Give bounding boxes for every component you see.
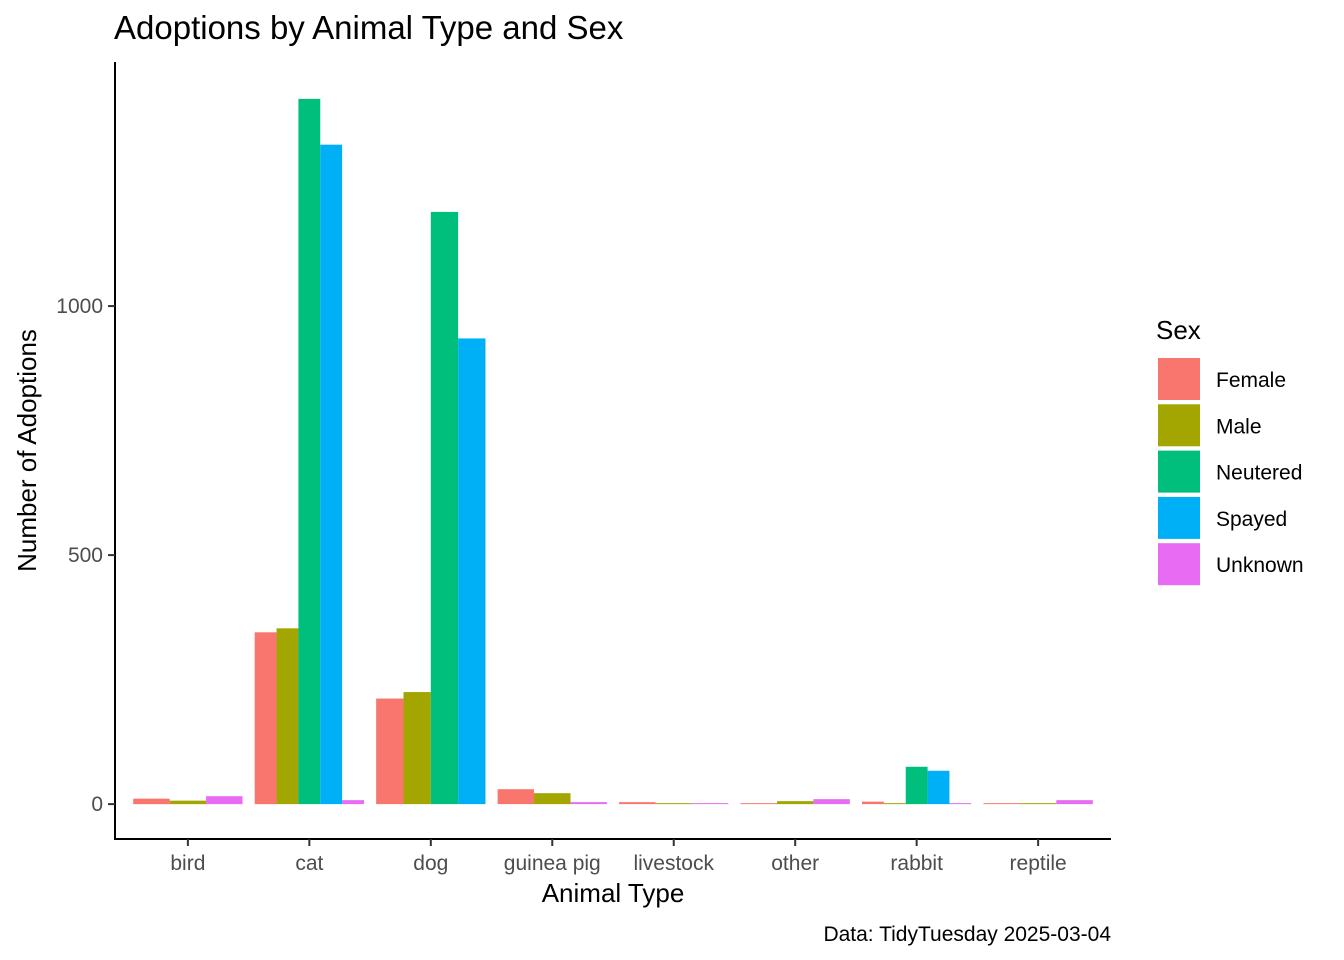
y-tick-label: 0 [91,793,103,816]
x-tick-label: guinea pig [504,852,601,875]
bar-dog-spayed [458,338,486,805]
legend-title: Sex [1156,315,1201,345]
legend-label-neutered: Neutered [1216,462,1302,485]
x-tick-label: bird [170,852,205,875]
bar-dog-male [403,692,431,805]
y-axis-ticks: 0 500 1000 [56,295,115,816]
x-axis-title: Animal Type [542,878,685,908]
legend-label-spayed: Spayed [1216,508,1287,531]
y-tick-label: 500 [68,544,103,567]
bar-livestock-female [619,802,656,805]
bar-dog-female [376,698,404,805]
bar-guinea-pig-female [497,789,535,805]
x-tick-label: rabbit [890,852,943,875]
x-axis-ticks: bird cat dog guinea pig livestock other rabbit… [170,839,1067,875]
legend-label-female: Female [1216,369,1286,392]
bar-other-female [740,803,777,805]
bar-rabbit-male [883,803,906,805]
legend-key-spayed [1158,496,1200,539]
x-tick-label: dog [413,852,448,875]
bar-other-male [776,801,814,805]
bar-livestock-male [655,803,692,805]
y-axis-title: Number of Adoptions [12,329,42,572]
legend-label-male: Male [1216,415,1262,438]
bar-reptile-female [983,803,1020,805]
bar-dog-neutered [430,211,459,805]
bar-rabbit-spayed [927,770,950,805]
x-tick-label: livestock [633,852,714,875]
bars-group [133,98,1093,805]
chart-caption: Data: TidyTuesday 2025-03-04 [823,923,1111,946]
x-tick-label: reptile [1010,852,1067,875]
legend-key-female [1158,358,1200,400]
legend-items: Female Male Neutered Spayed Unknown [1158,358,1304,586]
bar-bird-female [133,798,170,805]
legend-label-unknown: Unknown [1216,554,1304,577]
bar-cat-female [254,632,277,805]
bar-reptile-unknown [1056,800,1093,805]
legend-key-neutered [1158,450,1200,493]
bar-rabbit-unknown [949,803,972,805]
bar-cat-male [276,628,299,805]
bar-other-unknown [813,799,850,805]
x-tick-label: other [771,852,819,875]
y-tick-label: 1000 [56,295,103,318]
bar-cat-spayed [320,144,343,805]
legend-key-male [1158,404,1200,447]
bar-rabbit-female [862,801,884,805]
bar-bird-male [169,800,207,805]
chart-title: Adoptions by Animal Type and Sex [114,9,624,46]
bar-rabbit-neutered [905,766,928,805]
bar-reptile-male [1019,803,1057,805]
bar-guinea-pig-male [534,793,571,805]
bar-cat-unknown [342,800,364,805]
bar-livestock-unknown [691,803,729,805]
x-tick-label: cat [295,852,323,875]
bar-guinea-pig-unknown [570,802,607,805]
bar-cat-neutered [298,98,321,805]
legend: Sex Female Male Neutered Spayed Unknown [1156,315,1304,586]
bar-bird-unknown [206,796,243,805]
legend-key-unknown [1158,543,1200,586]
